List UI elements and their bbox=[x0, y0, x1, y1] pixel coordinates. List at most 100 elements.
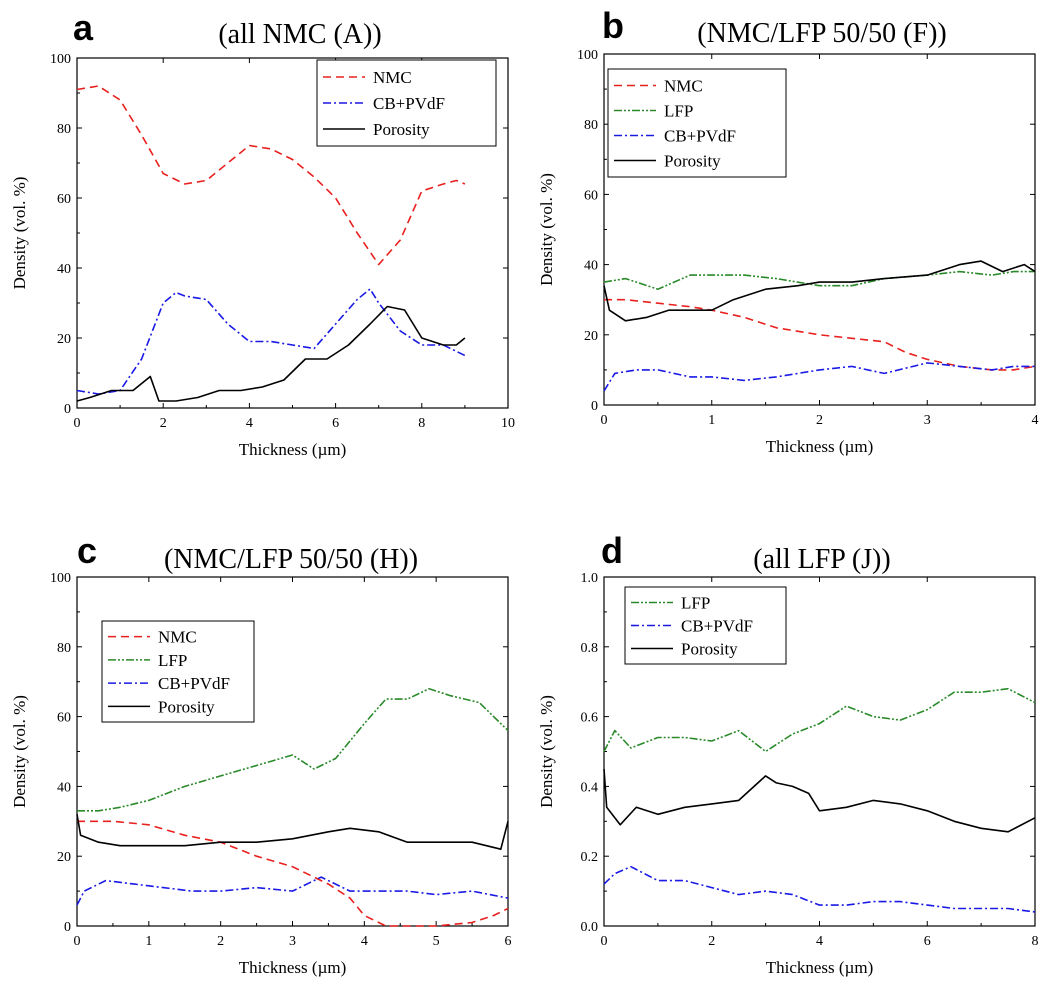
x-tick-label: 10 bbox=[501, 416, 515, 431]
x-axis-label: Thickness (µm) bbox=[766, 437, 874, 456]
y-tick-label: 20 bbox=[57, 850, 71, 865]
legend-box bbox=[607, 68, 787, 178]
y-axis-label: Density (vol. %) bbox=[537, 173, 556, 286]
x-tick-label: 6 bbox=[332, 416, 339, 431]
panel-letter: a bbox=[73, 7, 94, 48]
legend-label: NMC bbox=[158, 628, 197, 647]
chart-title: (all NMC (A)) bbox=[218, 19, 381, 50]
y-tick-label: 40 bbox=[57, 780, 71, 795]
series-line-porosity bbox=[76, 305, 466, 402]
legend-label: Porosity bbox=[681, 640, 738, 659]
legend-label: CB+PVdF bbox=[373, 94, 445, 113]
y-tick-label: 40 bbox=[57, 262, 71, 277]
series-line-porosity bbox=[603, 768, 1036, 833]
legend: LFP CB+PVdF Porosity bbox=[624, 586, 787, 665]
legend-label: Porosity bbox=[158, 697, 215, 716]
y-tick-label: 80 bbox=[57, 641, 71, 656]
series-line-cb-pvdf bbox=[603, 362, 1035, 392]
legend-label: CB+PVdF bbox=[681, 617, 753, 636]
chart-panel-b: b (NMC/LFP 50/50 (F))0 1 2 3 4020406080100Thi… bbox=[537, 5, 1039, 456]
x-axis-label: Thickness (µm) bbox=[766, 958, 874, 977]
x-tick-label: 6 bbox=[924, 934, 931, 949]
series-line-nmc bbox=[76, 85, 466, 266]
y-axis-label: Density (vol. %) bbox=[10, 695, 29, 808]
legend-label: Porosity bbox=[373, 120, 430, 139]
panel-letter: c bbox=[77, 530, 97, 571]
series-line-porosity bbox=[603, 260, 1036, 322]
legend-label: Porosity bbox=[664, 152, 721, 171]
x-tick-label: 2 bbox=[708, 934, 715, 949]
series-line-cb-pvdf bbox=[76, 876, 509, 906]
x-tick-label: 0 bbox=[601, 413, 608, 428]
x-tick-label: 8 bbox=[1032, 934, 1039, 949]
x-tick-label: 2 bbox=[160, 416, 167, 431]
y-axis-label: Density (vol. %) bbox=[537, 695, 556, 808]
series-line-lfp bbox=[603, 270, 1035, 291]
legend: NMC LFP CB+PVdF Porosity bbox=[101, 620, 255, 723]
y-tick-label: 80 bbox=[584, 118, 598, 133]
x-axis-label: Thickness (µm) bbox=[239, 440, 347, 459]
x-tick-label: 1 bbox=[708, 413, 715, 428]
legend-label: CB+PVdF bbox=[664, 127, 736, 146]
legend-box bbox=[101, 620, 255, 723]
y-tick-label: 0 bbox=[64, 920, 71, 935]
y-tick-label: 0.2 bbox=[581, 850, 599, 865]
legend-label: LFP bbox=[664, 102, 693, 121]
x-tick-label: 4 bbox=[246, 416, 253, 431]
legend-label: LFP bbox=[681, 594, 710, 613]
legend: NMC LFP CB+PVdF Porosity bbox=[607, 68, 787, 178]
y-tick-label: 0.6 bbox=[581, 711, 599, 726]
series-line-nmc bbox=[77, 820, 509, 927]
x-tick-label: 2 bbox=[816, 413, 823, 428]
y-tick-label: 0.4 bbox=[581, 780, 599, 795]
x-tick-label: 3 bbox=[289, 934, 296, 949]
chart-panel-d: d (all LFP (J)) 0 2 4 6 8 0.0 0.2 0.4 0.6 0.8 1.0 Thi… bbox=[537, 530, 1039, 977]
series-line-cb-pvdf bbox=[603, 865, 1036, 913]
panel-letter: d bbox=[601, 530, 623, 571]
y-tick-label: 0.8 bbox=[581, 641, 599, 656]
x-tick-label: 4 bbox=[1032, 413, 1039, 428]
x-axis-label: Thickness (µm) bbox=[239, 958, 347, 977]
y-axis-label: Density (vol. %) bbox=[10, 177, 29, 290]
panel-letter: b bbox=[602, 5, 624, 46]
y-tick-label: 100 bbox=[50, 571, 71, 586]
y-tick-label: 0 bbox=[64, 402, 71, 417]
x-tick-label: 4 bbox=[361, 934, 368, 949]
x-tick-label: 0 bbox=[601, 934, 608, 949]
x-tick-label: 5 bbox=[433, 934, 440, 949]
chart-title: (NMC/LFP 50/50 (F)) bbox=[697, 18, 946, 49]
chart-panel-c: c (NMC/LFP 50/50 (H))0 1 2 3 4 5 6020406080100T… bbox=[10, 530, 512, 977]
y-tick-label: 40 bbox=[584, 259, 598, 274]
x-tick-label: 3 bbox=[924, 413, 931, 428]
y-tick-label: 0.0 bbox=[581, 920, 599, 935]
chart-title: (all LFP (J)) bbox=[753, 544, 890, 575]
series-line-cb-pvdf bbox=[76, 288, 466, 395]
y-tick-label: 100 bbox=[577, 48, 598, 63]
x-tick-label: 0 bbox=[74, 416, 81, 431]
series-line-lfp bbox=[77, 687, 509, 812]
y-tick-label: 60 bbox=[584, 188, 598, 203]
y-tick-label: 1.0 bbox=[581, 571, 599, 586]
legend: NMC CB+PVdF Porosity bbox=[316, 59, 497, 147]
chart-title: (NMC/LFP 50/50 (H)) bbox=[164, 544, 418, 575]
x-tick-label: 2 bbox=[217, 934, 224, 949]
y-tick-label: 60 bbox=[57, 192, 71, 207]
y-tick-label: 60 bbox=[57, 711, 71, 726]
x-tick-label: 6 bbox=[505, 934, 512, 949]
legend-label: LFP bbox=[158, 651, 187, 670]
y-tick-label: 100 bbox=[50, 52, 71, 67]
y-tick-label: 20 bbox=[57, 332, 71, 347]
legend-label: NMC bbox=[664, 77, 703, 96]
legend-label: NMC bbox=[373, 68, 412, 87]
x-tick-label: 8 bbox=[418, 416, 425, 431]
legend-label: CB+PVdF bbox=[158, 674, 230, 693]
y-tick-label: 0 bbox=[591, 399, 598, 414]
chart-panel-a: a (all NMC (A))0 2 4 6 8 10020406080100Thickne… bbox=[10, 7, 515, 459]
y-tick-label: 20 bbox=[584, 329, 598, 344]
y-tick-label: 80 bbox=[57, 122, 71, 137]
x-tick-label: 1 bbox=[145, 934, 152, 949]
series-line-porosity bbox=[76, 814, 509, 851]
x-tick-label: 0 bbox=[74, 934, 81, 949]
series-line-lfp bbox=[603, 687, 1036, 753]
